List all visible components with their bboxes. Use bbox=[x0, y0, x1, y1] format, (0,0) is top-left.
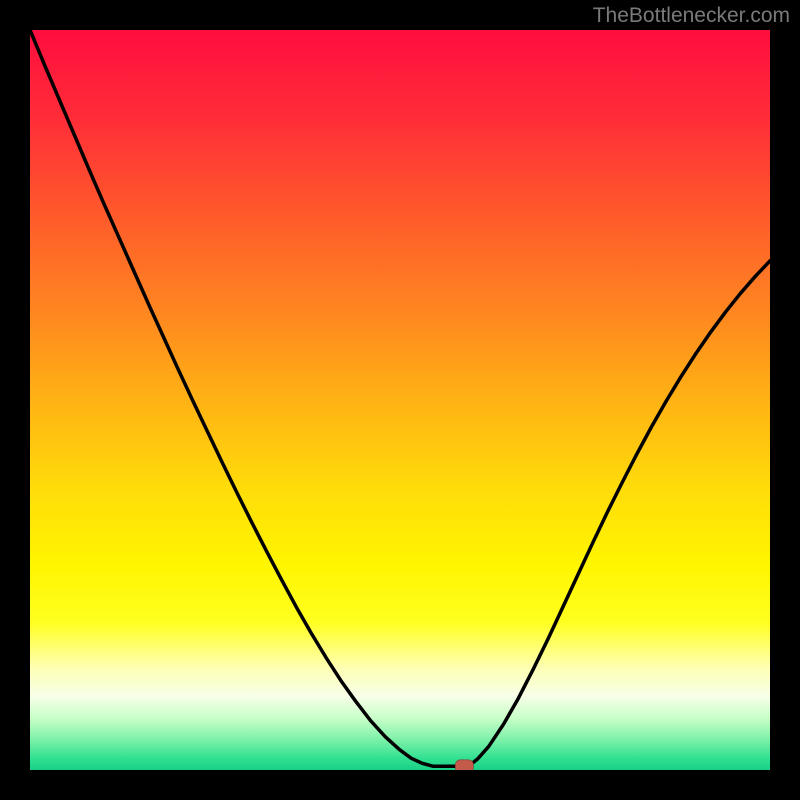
watermark-label: TheBottlenecker.com bbox=[593, 4, 790, 28]
optimal-point-marker bbox=[455, 760, 473, 770]
chart-container: TheBottlenecker.com bbox=[0, 0, 800, 800]
bottleneck-curve-plot bbox=[30, 30, 770, 770]
plot-background bbox=[30, 30, 770, 770]
